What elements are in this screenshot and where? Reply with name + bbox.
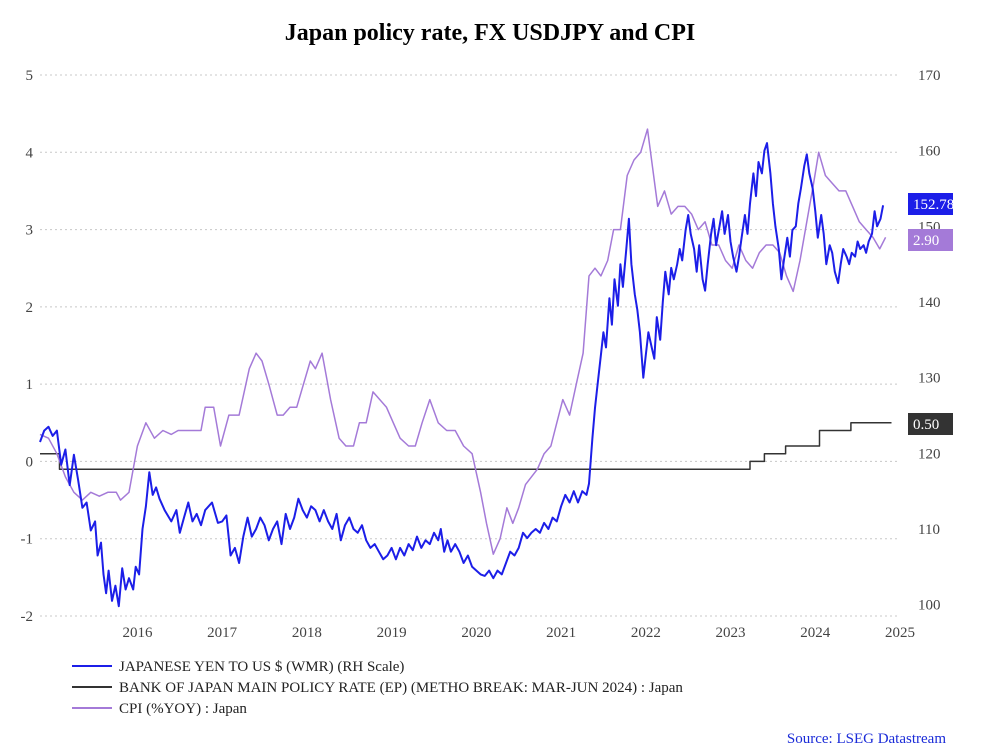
left-tick-label: 3 (26, 223, 34, 239)
series-lines (39, 128, 892, 608)
policy-rate-end-label: 0.50 (913, 417, 939, 433)
left-tick-label: 5 (26, 68, 34, 84)
legend-label-usdjpy: JAPANESE YEN TO US $ (WMR) (RH Scale) (119, 659, 404, 675)
usdjpy-line (39, 142, 885, 608)
x-tick-label: 2018 (292, 625, 322, 641)
left-tick-label: 1 (26, 377, 34, 393)
left-tick-label: 4 (26, 145, 34, 161)
left-tick-label: -2 (21, 609, 34, 625)
x-tick-label: 2021 (546, 625, 576, 641)
legend-label-policy-rate: BANK OF JAPAN MAIN POLICY RATE (EP) (MET… (119, 680, 683, 696)
right-tick-label: 160 (918, 144, 941, 160)
left-tick-label: -1 (21, 532, 34, 548)
left-tick-label: 2 (26, 300, 34, 316)
chart-title: Japan policy rate, FX USDJPY and CPI (285, 20, 695, 46)
x-tick-label: 2022 (631, 625, 661, 641)
policy-rate-line (40, 422, 892, 470)
cpi-end-label: 2.90 (913, 233, 939, 249)
left-axis: 5 4 3 2 1 0 -1 -2 (21, 68, 34, 625)
legend: JAPANESE YEN TO US $ (WMR) (RH Scale) BA… (72, 659, 683, 717)
right-tick-label: 170 (918, 68, 941, 84)
right-tick-label: 140 (918, 295, 941, 311)
end-value-labels: 152.78 2.90 0.50 (908, 193, 954, 435)
policy-rate-end-label-box (908, 413, 953, 435)
gridlines (40, 74, 900, 617)
right-tick-label: 110 (918, 522, 940, 538)
x-tick-label: 2019 (377, 625, 407, 641)
right-tick-label: 130 (918, 371, 941, 387)
x-tick-label: 2025 (885, 625, 915, 641)
x-axis: 2016 2017 2018 2019 2020 2021 2022 2023 2024 2025 (122, 625, 915, 641)
legend-label-cpi: CPI (%YOY) : Japan (119, 701, 247, 717)
usdjpy-end-label: 152.78 (913, 197, 954, 213)
usdjpy-end-label-box (908, 193, 953, 215)
left-tick-label: 0 (26, 454, 34, 470)
x-tick-label: 2024 (800, 625, 831, 641)
x-tick-label: 2023 (716, 625, 746, 641)
right-tick-label: 120 (918, 446, 941, 462)
cpi-end-label-box (908, 229, 953, 251)
right-tick-label: 100 (918, 598, 941, 614)
x-tick-label: 2017 (207, 625, 238, 641)
cpi-line (39, 128, 887, 555)
x-tick-label: 2016 (122, 625, 153, 641)
x-tick-label: 2020 (461, 625, 491, 641)
source-note: Source: LSEG Datastream (787, 731, 946, 747)
